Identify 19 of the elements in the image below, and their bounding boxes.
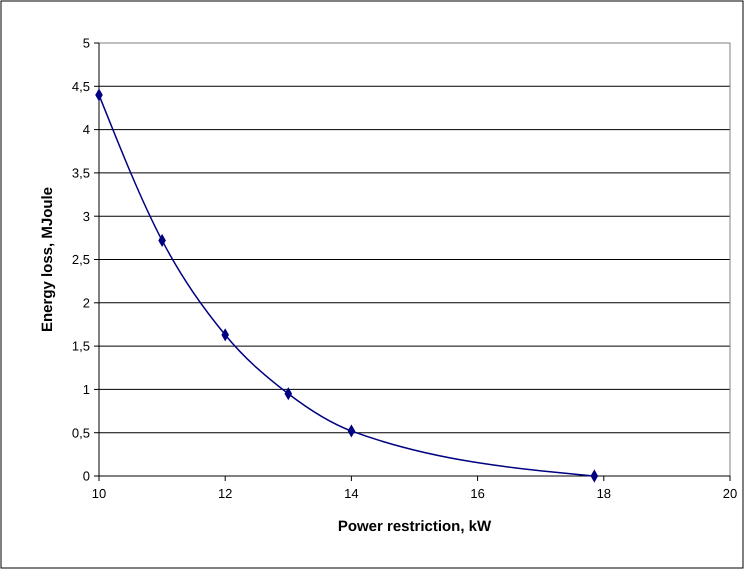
x-axis-title: Power restriction, kW (338, 518, 492, 535)
y-tick-label: 4 (82, 122, 90, 138)
x-tick-label: 10 (92, 486, 106, 501)
y-tick-label: 1 (82, 382, 90, 397)
y-tick-label: 3 (82, 208, 90, 224)
y-axis-title: Energy loss, MJoule (39, 186, 56, 332)
x-tick-label: 14 (344, 486, 359, 501)
y-tick-label: 4,5 (72, 78, 90, 94)
y-tick-label: 2,5 (72, 252, 90, 268)
y-tick-label: 0,5 (72, 425, 90, 440)
y-tick-label: 3,5 (72, 165, 90, 180)
x-tick-label: 18 (596, 486, 612, 501)
x-tick-label: 16 (470, 486, 485, 501)
y-tick-label: 1,5 (72, 338, 90, 354)
y-tick-label: 2 (82, 295, 90, 310)
x-tick-label: 12 (218, 486, 232, 501)
y-tick-label: 0 (82, 468, 90, 484)
y-tick-label: 5 (82, 36, 90, 51)
x-tick-label: 20 (722, 486, 738, 501)
